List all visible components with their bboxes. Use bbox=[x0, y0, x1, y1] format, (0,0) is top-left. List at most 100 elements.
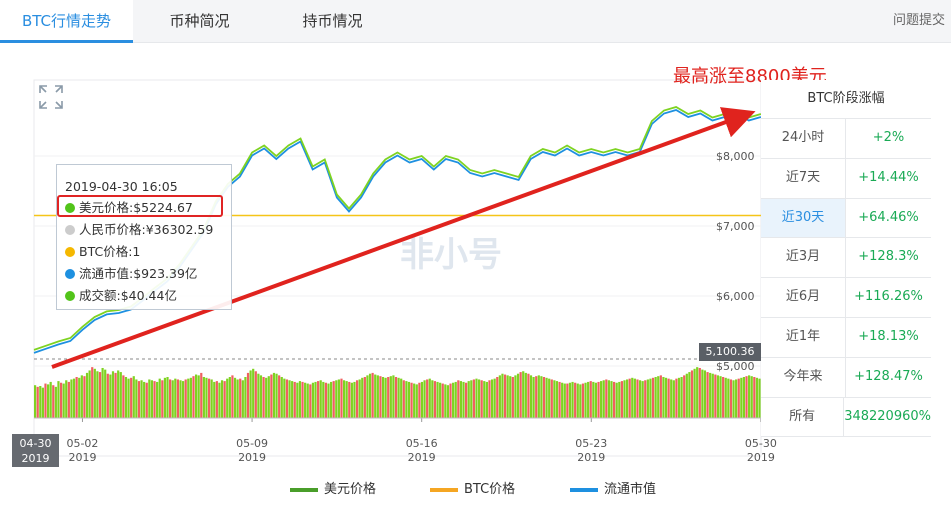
volume-bar bbox=[49, 381, 52, 418]
volume-bar bbox=[722, 377, 725, 418]
volume-bar bbox=[34, 385, 37, 418]
volume-bar bbox=[104, 369, 107, 418]
volume-bar bbox=[184, 379, 187, 418]
mcap-swatch-icon bbox=[570, 487, 598, 492]
volume-bar bbox=[631, 377, 634, 418]
volume-bar bbox=[275, 373, 278, 418]
volume-bar bbox=[449, 383, 452, 418]
volume-bar bbox=[309, 384, 312, 418]
volume-bar bbox=[189, 377, 192, 418]
perf-row-all[interactable]: 所有 348220960% bbox=[761, 397, 931, 438]
volume-bar bbox=[226, 378, 229, 418]
volume-bar bbox=[239, 378, 242, 418]
volume-bar bbox=[400, 378, 403, 418]
volume-bar bbox=[283, 378, 286, 418]
volume-bar bbox=[41, 387, 44, 418]
volume-bar bbox=[213, 381, 216, 418]
x-tick-label: 05-30 bbox=[745, 437, 777, 450]
volume-bar bbox=[93, 368, 96, 418]
volume-bar bbox=[361, 377, 364, 418]
volume-bar bbox=[418, 382, 421, 418]
chart-tooltip: 2019-04-30 16:05 美元价格:$5224.67 人民币价格:¥36… bbox=[56, 164, 232, 310]
volume-bar bbox=[241, 380, 244, 418]
volume-bar bbox=[280, 377, 283, 418]
volume-bar bbox=[304, 382, 307, 418]
volume-bar bbox=[423, 380, 426, 418]
volume-bar bbox=[555, 381, 559, 418]
volume-bar bbox=[426, 379, 429, 418]
volume-bar bbox=[210, 379, 213, 418]
feedback-link[interactable]: 问题提交 bbox=[892, 13, 945, 28]
usd-dot-icon bbox=[65, 203, 75, 213]
volume-bar bbox=[368, 373, 372, 418]
volume-bar bbox=[613, 381, 616, 418]
volume-bar bbox=[439, 382, 442, 418]
volume-bar bbox=[506, 375, 509, 418]
volume-bar bbox=[272, 372, 276, 418]
current-price-badge: 5,100.36 bbox=[699, 343, 761, 361]
volume-bar bbox=[498, 375, 501, 418]
volume-bar bbox=[706, 372, 709, 418]
perf-row-24h[interactable]: 24小时 +2% bbox=[761, 119, 931, 159]
tooltip-row-cny: 人民币价格:¥36302.59 bbox=[65, 219, 231, 241]
perf-row-1y[interactable]: 近1年 +18.13% bbox=[761, 317, 931, 358]
volume-bar bbox=[727, 378, 730, 418]
perf-row-7d[interactable]: 近7天 +14.44% bbox=[761, 158, 931, 199]
fullscreen-icon[interactable] bbox=[38, 84, 64, 110]
perf-row-30d[interactable]: 近30天 +64.46% bbox=[761, 198, 931, 239]
tab-holdings[interactable]: 持币情况 bbox=[302, 12, 363, 30]
volume-bar bbox=[659, 375, 662, 418]
volume-bar bbox=[197, 375, 200, 418]
volume-bar bbox=[410, 382, 413, 418]
volume-bar bbox=[566, 383, 569, 418]
tab-btc-trend[interactable]: BTC行情走势 bbox=[0, 0, 133, 43]
volume-bar bbox=[680, 377, 683, 418]
volume-bar bbox=[327, 383, 330, 418]
volume-bar bbox=[501, 373, 504, 418]
price-chart[interactable]: 非小号 $8,000$7,000$6,000$5,000 05-02201905… bbox=[0, 42, 951, 511]
volume-bar bbox=[750, 376, 753, 418]
volume-bar bbox=[67, 381, 70, 418]
x-tick-year: 2019 bbox=[408, 451, 436, 464]
volume-bar bbox=[753, 377, 756, 418]
tooltip-row-mcap: 流通市值:$923.39亿 bbox=[65, 263, 231, 285]
tooltip-highlight-box bbox=[57, 195, 223, 217]
volume-bar bbox=[716, 375, 720, 418]
volume-bar bbox=[581, 383, 585, 418]
legend-usd-price[interactable]: 美元价格 bbox=[290, 478, 376, 502]
x-tick-year: 2019 bbox=[238, 451, 266, 464]
y-axis: $8,000 $7,000 $6,000 $5,000 bbox=[716, 150, 755, 373]
perf-row-3m[interactable]: 近3月 +128.3% bbox=[761, 238, 931, 279]
volume-bar bbox=[589, 381, 592, 418]
volume-bar bbox=[36, 386, 39, 418]
volume-bar bbox=[465, 382, 468, 418]
volume-bar bbox=[571, 381, 574, 418]
volume-bar bbox=[490, 379, 494, 418]
mcap-dot-icon bbox=[65, 269, 75, 279]
volume-bar bbox=[542, 377, 546, 418]
volume-bar bbox=[714, 374, 717, 418]
volume-bar bbox=[724, 377, 727, 418]
volume-bar bbox=[91, 367, 94, 418]
volume-bar bbox=[54, 386, 57, 418]
volume-bar bbox=[218, 382, 221, 418]
perf-row-6m[interactable]: 近6月 +116.26% bbox=[761, 278, 931, 318]
x-tick-year: 2019 bbox=[68, 451, 96, 464]
volume-bar bbox=[194, 374, 198, 418]
volume-bar bbox=[732, 380, 735, 418]
perf-row-ytd[interactable]: 今年来 +128.47% bbox=[761, 357, 931, 398]
volume-bar bbox=[394, 377, 398, 418]
volume-bar bbox=[246, 372, 250, 418]
volume-bar bbox=[503, 374, 507, 418]
volume-bar bbox=[387, 377, 390, 418]
volume-bar bbox=[381, 377, 385, 418]
legend-market-cap[interactable]: 流通市值 bbox=[570, 478, 656, 502]
y-tick-label: $7,000 bbox=[716, 220, 755, 233]
legend-btc-price[interactable]: BTC价格 bbox=[430, 478, 515, 502]
tab-coin-overview[interactable]: 币种简况 bbox=[169, 12, 230, 30]
volume-bar bbox=[200, 372, 203, 418]
volume-bar bbox=[127, 378, 130, 418]
volume-bar bbox=[288, 380, 291, 418]
volume-bar bbox=[568, 382, 572, 418]
volume-bar bbox=[98, 372, 102, 418]
